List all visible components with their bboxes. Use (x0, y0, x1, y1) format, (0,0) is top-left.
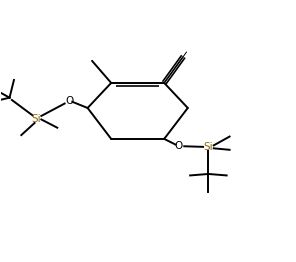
Text: Si: Si (31, 114, 41, 124)
Text: O: O (175, 141, 183, 151)
Text: Si: Si (204, 142, 213, 152)
Text: O: O (66, 96, 74, 106)
